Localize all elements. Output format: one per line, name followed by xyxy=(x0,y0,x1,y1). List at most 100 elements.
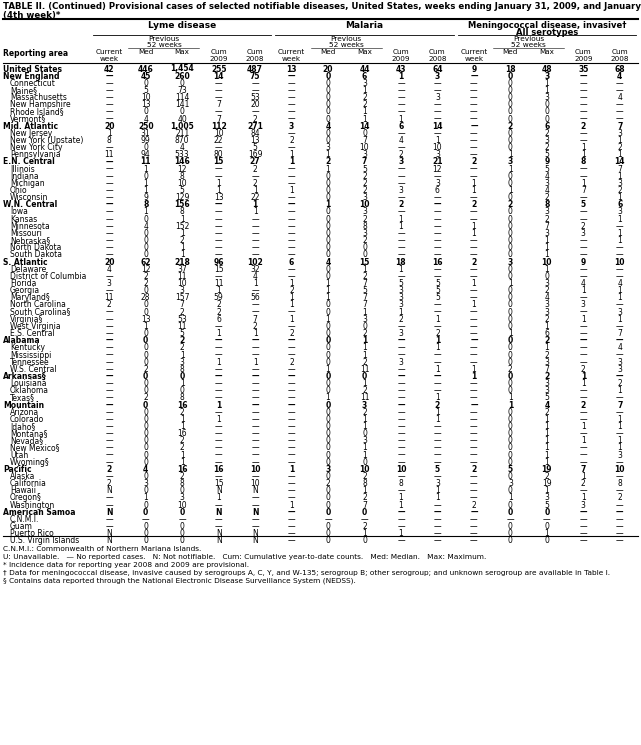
Text: —: — xyxy=(105,208,113,217)
Text: Cum
2008: Cum 2008 xyxy=(428,49,447,62)
Text: 0: 0 xyxy=(143,386,148,396)
Text: —: — xyxy=(105,493,113,502)
Text: 35: 35 xyxy=(578,65,588,74)
Text: 0: 0 xyxy=(508,244,513,253)
Text: 0: 0 xyxy=(544,101,549,110)
Text: 0: 0 xyxy=(326,236,331,245)
Text: 1: 1 xyxy=(216,179,221,188)
Text: 0: 0 xyxy=(326,308,331,317)
Text: 2: 2 xyxy=(253,179,258,188)
Text: N: N xyxy=(216,529,222,538)
Text: 2: 2 xyxy=(508,121,513,130)
Text: 14: 14 xyxy=(432,121,443,130)
Text: —: — xyxy=(251,244,259,253)
Text: 5: 5 xyxy=(362,286,367,295)
Text: —: — xyxy=(288,79,296,88)
Text: 1: 1 xyxy=(289,157,294,166)
Text: 1: 1 xyxy=(435,486,440,495)
Text: C.N.M.I.: C.N.M.I. xyxy=(10,515,39,524)
Text: —: — xyxy=(579,236,587,245)
Text: 0: 0 xyxy=(508,294,513,302)
Text: 0: 0 xyxy=(508,429,513,438)
Text: 0: 0 xyxy=(143,308,148,317)
Text: 18: 18 xyxy=(505,65,515,74)
Text: 1: 1 xyxy=(581,314,586,324)
Text: 1: 1 xyxy=(581,286,586,295)
Text: 1: 1 xyxy=(179,250,185,259)
Text: 6: 6 xyxy=(362,72,367,80)
Text: —: — xyxy=(105,393,113,402)
Text: —: — xyxy=(433,300,441,309)
Text: —: — xyxy=(616,501,624,510)
Text: 0: 0 xyxy=(179,508,185,517)
Text: —: — xyxy=(215,522,222,531)
Text: 2: 2 xyxy=(179,408,185,416)
Text: —: — xyxy=(215,222,222,231)
Text: 1: 1 xyxy=(617,422,622,431)
Text: 0: 0 xyxy=(143,415,148,424)
Text: 20: 20 xyxy=(323,65,333,74)
Text: —: — xyxy=(470,429,478,438)
Text: 1: 1 xyxy=(472,222,476,231)
Text: 1: 1 xyxy=(617,236,622,245)
Text: 75: 75 xyxy=(250,72,260,80)
Text: 0: 0 xyxy=(508,136,513,145)
Text: 3: 3 xyxy=(544,493,549,502)
Text: 19: 19 xyxy=(542,465,552,474)
Text: —: — xyxy=(215,165,222,174)
Text: 1: 1 xyxy=(289,150,294,159)
Text: 1: 1 xyxy=(508,493,513,502)
Text: —: — xyxy=(251,86,259,95)
Text: —: — xyxy=(470,536,478,545)
Text: —: — xyxy=(470,314,478,324)
Text: 2: 2 xyxy=(253,165,258,174)
Text: 28: 28 xyxy=(141,294,151,302)
Text: South Carolina§: South Carolina§ xyxy=(10,308,71,317)
Text: 0: 0 xyxy=(326,186,331,195)
Text: 64: 64 xyxy=(432,65,443,74)
Text: —: — xyxy=(288,250,296,259)
Text: 2: 2 xyxy=(362,408,367,416)
Text: 141: 141 xyxy=(175,101,189,110)
Text: —: — xyxy=(215,365,222,374)
Text: —: — xyxy=(434,508,441,517)
Text: 8: 8 xyxy=(179,479,185,488)
Text: 10: 10 xyxy=(178,279,187,288)
Text: 1: 1 xyxy=(362,343,367,352)
Text: Previous: Previous xyxy=(513,36,544,42)
Text: —: — xyxy=(215,350,222,360)
Text: 8: 8 xyxy=(143,200,148,209)
Text: 2: 2 xyxy=(326,479,330,488)
Text: 1: 1 xyxy=(544,236,549,245)
Text: 3: 3 xyxy=(362,193,367,202)
Text: Current
week: Current week xyxy=(278,49,305,62)
Text: 1: 1 xyxy=(581,179,586,188)
Text: —: — xyxy=(433,115,441,124)
Text: —: — xyxy=(616,264,624,273)
Text: 2: 2 xyxy=(544,193,549,202)
Text: 1: 1 xyxy=(544,244,549,253)
Text: 6: 6 xyxy=(398,121,404,130)
Text: —: — xyxy=(433,350,441,360)
Text: 14: 14 xyxy=(615,157,625,166)
Text: —: — xyxy=(433,386,441,396)
Text: 3: 3 xyxy=(399,358,403,367)
Text: 0: 0 xyxy=(508,300,513,309)
Text: 2: 2 xyxy=(544,286,549,295)
Text: —: — xyxy=(397,193,404,202)
Text: 5: 5 xyxy=(179,329,185,338)
Text: Previous: Previous xyxy=(148,36,179,42)
Text: —: — xyxy=(579,115,587,124)
Text: —: — xyxy=(105,350,113,360)
Text: 2: 2 xyxy=(544,129,549,138)
Text: 3: 3 xyxy=(362,150,367,159)
Text: Alaska: Alaska xyxy=(10,472,35,481)
Text: —: — xyxy=(251,401,259,410)
Text: 0: 0 xyxy=(508,451,513,460)
Text: —: — xyxy=(616,244,624,253)
Text: 4: 4 xyxy=(544,401,549,410)
Text: —: — xyxy=(470,136,478,145)
Text: —: — xyxy=(470,286,478,295)
Text: 1: 1 xyxy=(544,451,549,460)
Text: —: — xyxy=(470,401,478,410)
